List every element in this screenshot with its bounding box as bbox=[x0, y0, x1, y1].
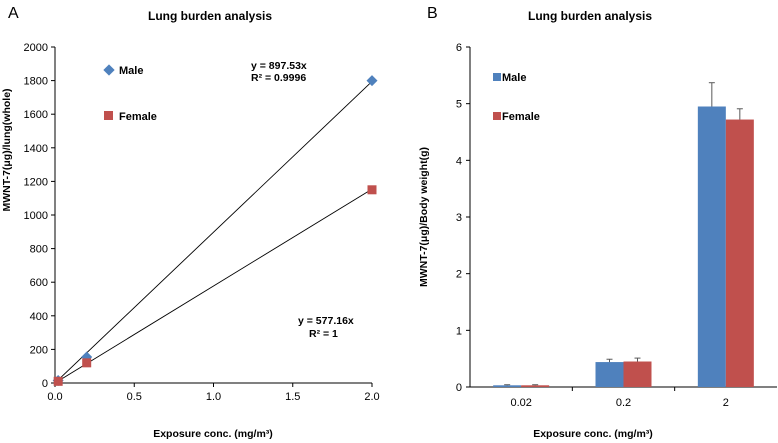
legend-female-label: Female bbox=[119, 111, 157, 123]
panel-b-plot: 0 1 2 3 4 5 6 0.02 0.2 2 bbox=[456, 42, 777, 409]
male-trendline bbox=[54, 81, 373, 384]
female-trendline bbox=[54, 188, 373, 384]
legend-male-label: Male bbox=[119, 65, 143, 77]
female-bar bbox=[521, 385, 550, 387]
panel-a-plot: 0 200 400 600 800 1000 1200 1400 1600 1800 2000 0.0… bbox=[24, 42, 380, 403]
panel-a-y-tick-label: 200 bbox=[30, 344, 48, 356]
panel-a-legend: Male Female bbox=[103, 64, 157, 123]
female-trend-r2: R² = 1 bbox=[309, 328, 338, 340]
panel-a-y-tick-label: 1800 bbox=[24, 76, 48, 88]
male-data-point bbox=[366, 75, 378, 87]
female-bar bbox=[725, 119, 754, 388]
female-data-point bbox=[367, 185, 377, 195]
female-trend-equation: y = 577.16x bbox=[298, 315, 354, 327]
female-bar bbox=[623, 361, 652, 387]
legend-male-marker bbox=[103, 64, 115, 76]
panel-a-title: Lung burden analysis bbox=[148, 9, 272, 23]
panel-a-y-tick-label: 1400 bbox=[24, 143, 48, 155]
panel-b-legend: Male Female bbox=[493, 72, 540, 123]
panel-a-y-tick-label: 800 bbox=[30, 244, 48, 256]
panel-a-x-tick-label: 1.0 bbox=[206, 391, 221, 403]
panel-a-x-axis-label: Exposure conc. (mg/m³) bbox=[153, 428, 273, 440]
panel-a-y-tick-label: 1600 bbox=[24, 109, 48, 121]
panel-a-y-tick-label: 400 bbox=[30, 311, 48, 323]
panel-b-y-axis-label: MWNT-7(μg)/Body weight(g) bbox=[418, 147, 430, 287]
panel-b-y-tick-label: 3 bbox=[456, 212, 462, 224]
panel-b-y-tick-label: 6 bbox=[456, 42, 462, 54]
panel-a-y-tick-label: 600 bbox=[30, 277, 48, 289]
panel-a-y-tick-label: 1000 bbox=[24, 210, 48, 222]
legend-female-marker bbox=[104, 111, 113, 120]
panel-a-x-tick-label: 0.0 bbox=[47, 391, 62, 403]
legend-b-female-marker bbox=[493, 112, 501, 120]
female-data-point bbox=[53, 376, 63, 386]
panel-a-letter: A bbox=[8, 5, 19, 22]
male-bar bbox=[493, 385, 522, 387]
panel-a-x-tick-label: 0.5 bbox=[127, 391, 142, 403]
panel-b-y-tick-label: 2 bbox=[456, 269, 462, 281]
legend-b-male-marker bbox=[493, 73, 501, 81]
panel-b-x-tick-label: 2 bbox=[723, 397, 729, 409]
panel-b-y-tick-label: 5 bbox=[456, 99, 462, 111]
male-trend-equation: y = 897.53x bbox=[251, 60, 307, 72]
panel-b-y-tick-label: 4 bbox=[456, 155, 462, 167]
panel-b-y-tick-label: 0 bbox=[456, 382, 462, 394]
male-bar bbox=[595, 362, 624, 387]
panel-b-x-axis-label: Exposure conc. (mg/m³) bbox=[533, 428, 653, 440]
male-bar bbox=[697, 106, 726, 387]
male-trend-r2: R² = 0.9996 bbox=[251, 72, 306, 84]
panel-b-letter: B bbox=[427, 5, 438, 22]
legend-b-female-label: Female bbox=[502, 111, 540, 123]
female-data-point bbox=[82, 358, 92, 368]
panel-b-x-tick-label: 0.02 bbox=[510, 397, 531, 409]
panel-a-y-axis-label: MWNT-7(μg)/lung(whole) bbox=[1, 88, 13, 211]
panel-a-y-tick-label: 0 bbox=[42, 378, 48, 390]
panel-b-x-tick-label: 0.2 bbox=[616, 397, 631, 409]
panel-b-title: Lung burden analysis bbox=[528, 9, 652, 23]
panel-a-x-tick-label: 2.0 bbox=[364, 391, 379, 403]
panel-a-y-tick-label: 1200 bbox=[24, 176, 48, 188]
panel-a-y-tick-label: 2000 bbox=[24, 42, 48, 54]
legend-b-male-label: Male bbox=[502, 72, 526, 84]
panel-b-y-tick-label: 1 bbox=[456, 325, 462, 337]
panel-a-x-tick-label: 1.5 bbox=[285, 391, 300, 403]
